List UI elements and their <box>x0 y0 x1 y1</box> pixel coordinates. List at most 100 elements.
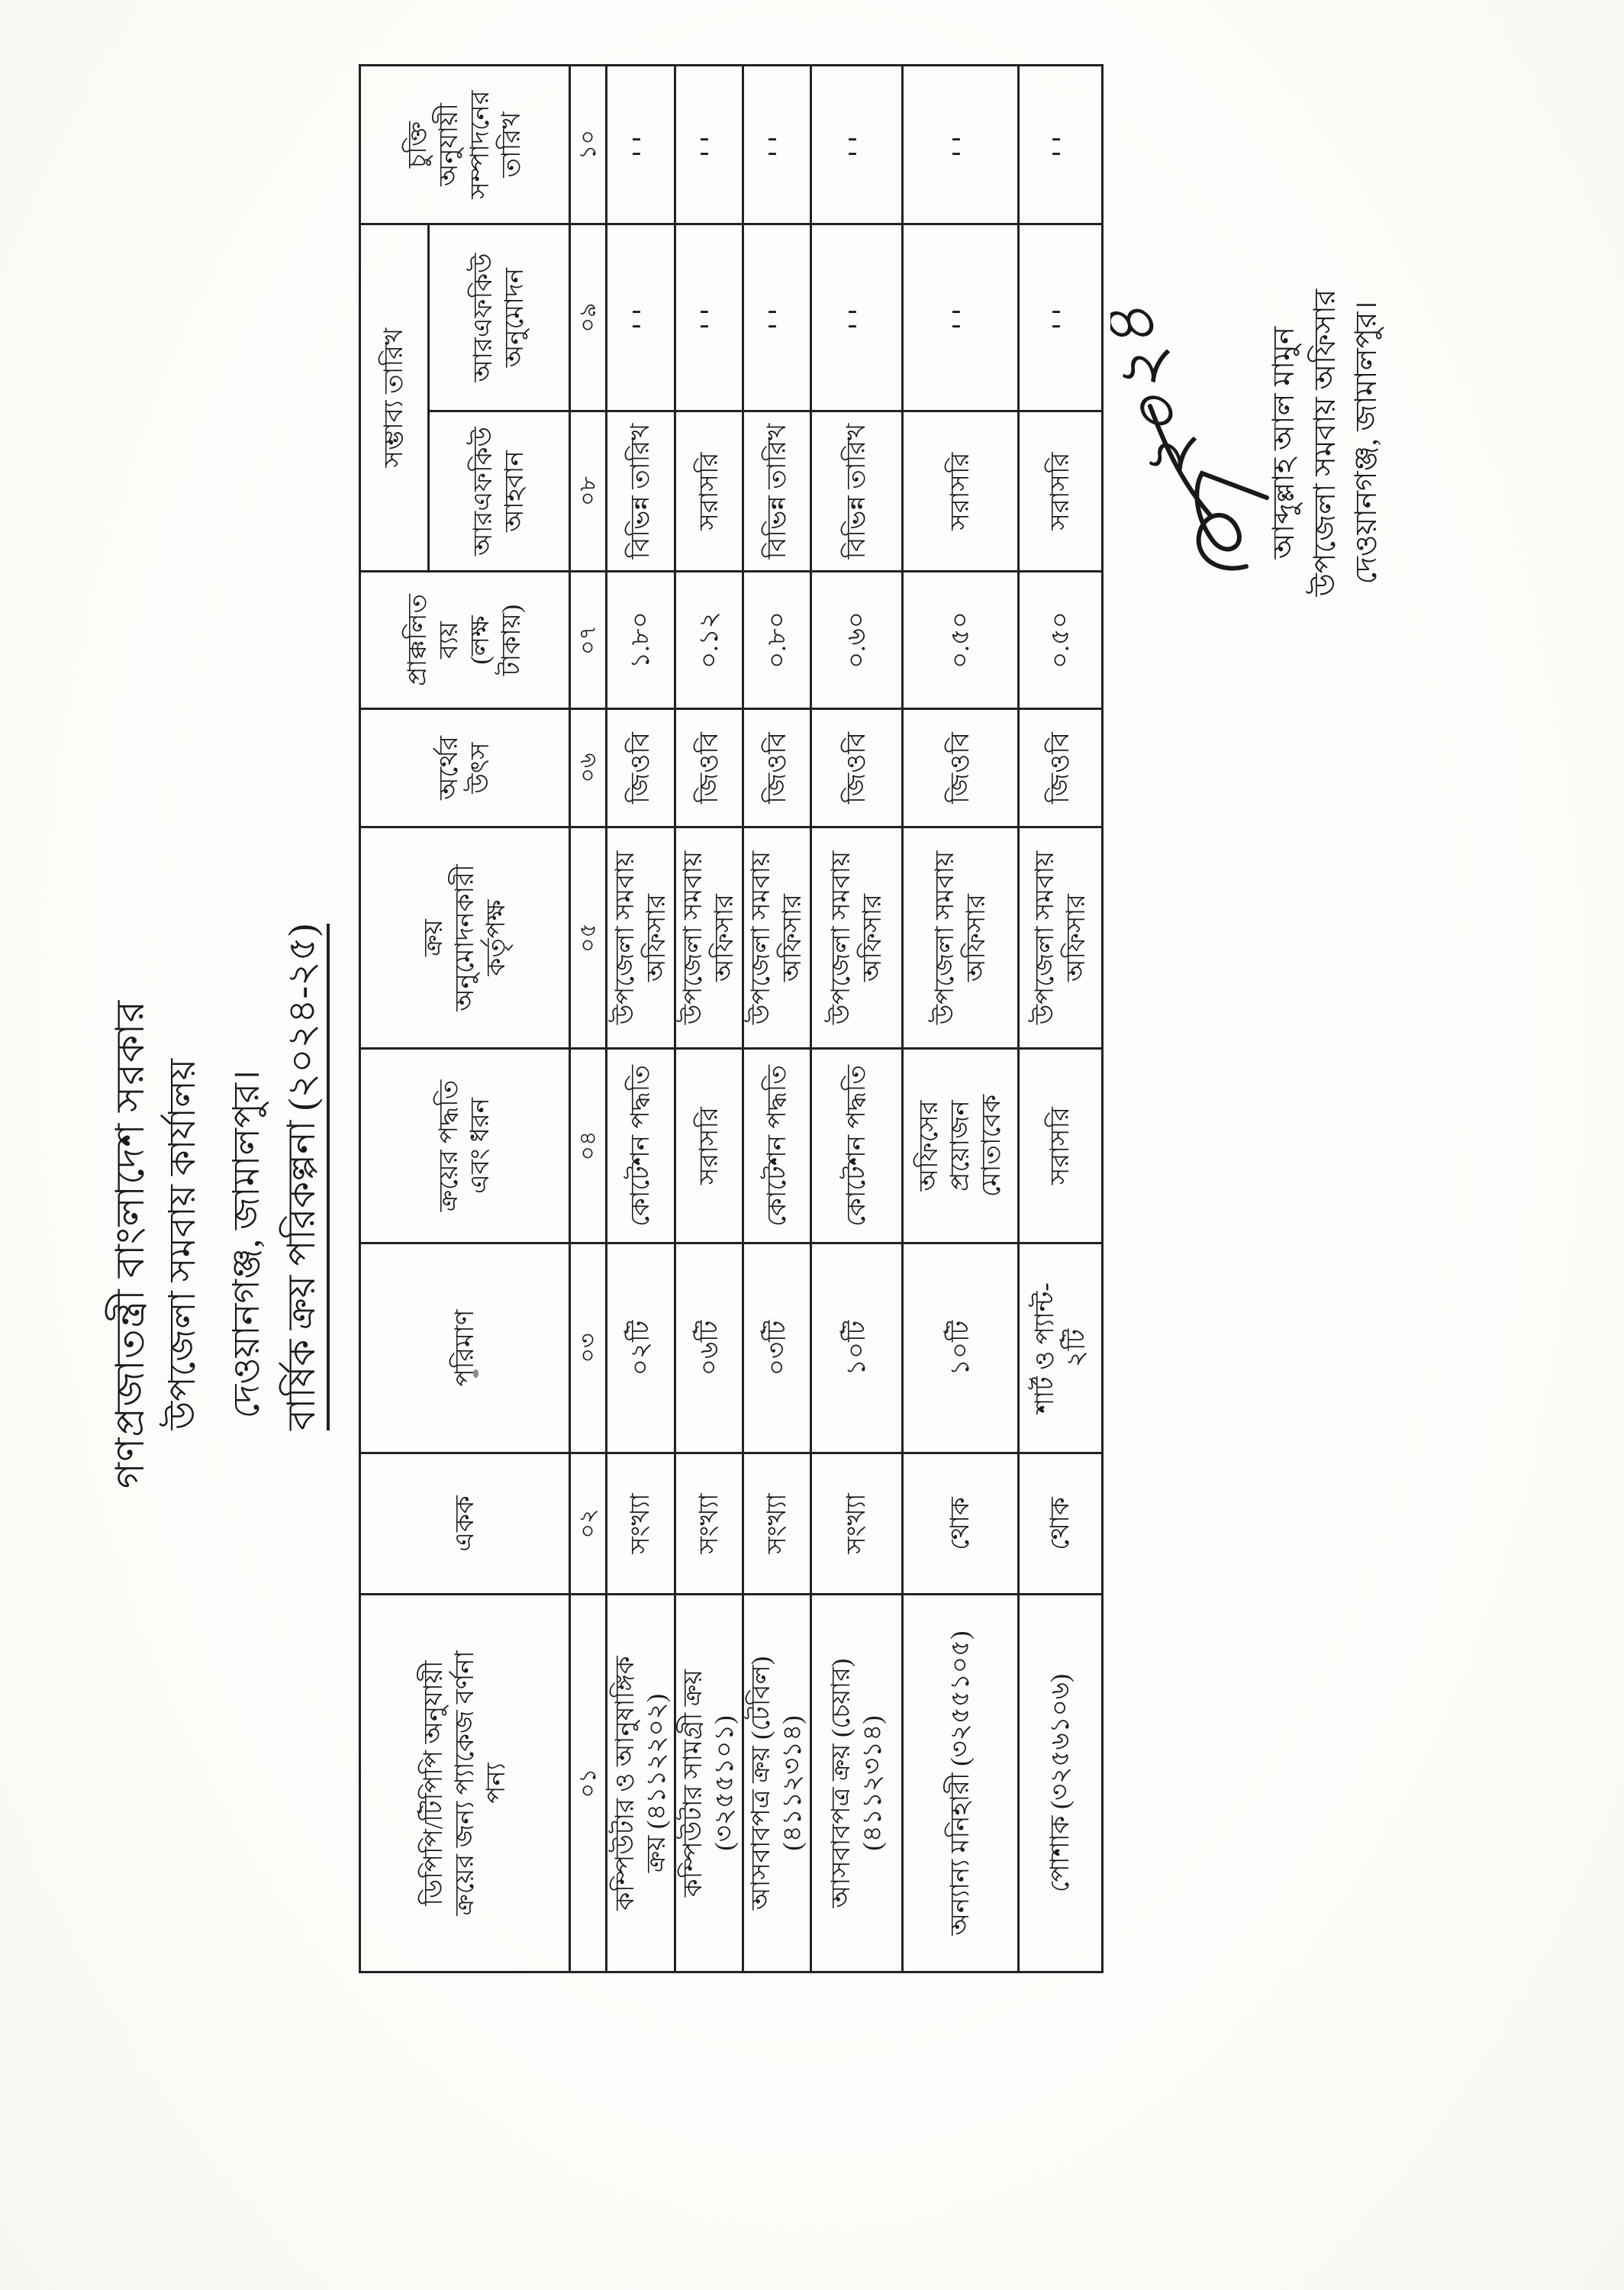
dash-mark: -- <box>631 294 641 341</box>
dash-mark: -- <box>1051 121 1061 168</box>
serial-cell: ০৫ <box>569 827 607 1049</box>
method-cell: কোটেশন পদ্ধতি <box>810 1048 903 1243</box>
contract-date-cell: -- <box>743 65 811 224</box>
dash-mark: -- <box>847 294 857 341</box>
signatory-name: আব্দুল্লাহ আল মামুন <box>1268 326 1300 560</box>
rfq-invitation-cell: বিভিন্ন তারিখ <box>810 411 903 572</box>
dash-mark: -- <box>631 121 641 168</box>
col-header-estimated-cost: প্রাক্কলিত ব্যয় (লক্ষ টাকায়) <box>359 571 570 709</box>
fund-source-cell: জিওবি <box>606 708 675 827</box>
contract-date-cell: -- <box>810 65 903 224</box>
serial-cell: ১০ <box>569 65 607 224</box>
dash-mark: -- <box>699 121 710 168</box>
cost-cell: ০.৫০ <box>1018 571 1103 709</box>
table-row: আসবাবপত্র ক্রয় (টেবিল) (৪১১২৩১৪) সংখ্যা… <box>743 65 811 1972</box>
method-cell: কোটেশন পদ্ধতি <box>743 1048 811 1243</box>
authority-cell: উপজেলা সমবায় অফিসার <box>675 827 743 1049</box>
fund-source-cell: জিওবি <box>902 708 1019 827</box>
method-cell: অফিসের প্রয়োজন মোতাবেক <box>902 1048 1019 1243</box>
method-cell: সরাসরি <box>1018 1048 1103 1243</box>
signatory-office: দেওয়ানগঞ্জ, জামালপুর। <box>1350 301 1383 585</box>
rfq-approval-cell: -- <box>810 224 903 411</box>
unit-cell: সংখ্যা <box>810 1453 903 1595</box>
rfq-invitation-cell: বিভিন্ন তারিখ <box>606 411 675 572</box>
col-header-authority: ক্রয় অনুমোদনকারী কর্তৃপক্ষ <box>359 827 570 1049</box>
col-header-unit: একক <box>359 1453 570 1595</box>
package-cell: কম্পিউটার সামগ্রী ক্রয় (৩২৫৫১০১) <box>675 1594 743 1972</box>
quantity-cell: শার্ট ও প্যান্ট- ২টি <box>1018 1243 1103 1453</box>
rfq-approval-cell: -- <box>743 224 811 411</box>
contract-date-cell: -- <box>902 65 1019 224</box>
rfq-approval-cell: -- <box>606 224 675 411</box>
quantity-cell: ১০টি <box>810 1243 903 1453</box>
page-title: বার্ষিক ক্রয় পরিকল্পনা (২০২৪-২৫) <box>279 924 330 1430</box>
authority-cell: উপজেলা সমবায় অফিসার <box>606 827 675 1049</box>
quantity-cell: ১০টি <box>902 1243 1019 1453</box>
rfq-approval-cell: -- <box>675 224 743 411</box>
cost-cell: ০.৫০ <box>902 571 1019 709</box>
serial-cell: ০৩ <box>569 1243 607 1453</box>
signature-block: ২০২৪ আব্দুল্লাহ আল মামুন উপজেলা সমবায় অ… <box>1110 237 1387 649</box>
unit-cell: সংখ্যা <box>606 1453 675 1595</box>
dash-mark: -- <box>1051 294 1061 341</box>
rfq-invitation-cell: সরাসরি <box>675 411 743 572</box>
rfq-invitation-cell: সরাসরি <box>902 411 1019 572</box>
procurement-plan-table: ডিপিপি/টিপিপি অনুযায়ী ক্রয়ের জন্য প্যা… <box>359 64 1104 1973</box>
fund-source-cell: জিওবি <box>810 708 903 827</box>
quantity-cell: ০৬টি <box>675 1243 743 1453</box>
contract-date-cell: -- <box>675 65 743 224</box>
package-cell: কম্পিউটার ও আনুষাঙ্গিক ক্রয় (৪১১২২০২) <box>606 1594 675 1972</box>
ink-speck <box>473 1369 478 1378</box>
table-row: অন্যান্য মনিহারী (৩২৫৫১০৫) থোক ১০টি অফিস… <box>902 65 1019 1972</box>
col-header-rfq-approval: আরএফকিউ অনুমোদন <box>428 224 570 411</box>
contract-date-cell: -- <box>1018 65 1103 224</box>
fund-source-cell: জিওবি <box>743 708 811 827</box>
col-header-quantity: পরিমাণ <box>359 1243 570 1453</box>
table-row: পোশাক (৩২৫৬১০৬) থোক শার্ট ও প্যান্ট- ২টি… <box>1018 65 1103 1972</box>
dash-mark: -- <box>767 121 778 168</box>
serial-cell: ০৭ <box>569 571 607 709</box>
col-header-fund-source: অর্থের উৎস <box>359 708 570 827</box>
serial-cell: ০৯ <box>569 224 607 411</box>
authority-cell: উপজেলা সমবায় অফিসার <box>743 827 811 1049</box>
col-header-method: ক্রয়ের পদ্ধতি এবং ধরন <box>359 1048 570 1243</box>
serial-cell: ০৮ <box>569 411 607 572</box>
cost-cell: ০.৬০ <box>810 571 903 709</box>
table-row: কম্পিউটার সামগ্রী ক্রয় (৩২৫৫১০১) সংখ্যা… <box>675 65 743 1972</box>
handwritten-date: ২০২৪ <box>1110 298 1215 493</box>
method-cell: সরাসরি <box>675 1048 743 1243</box>
rfq-invitation-cell: সরাসরি <box>1018 411 1103 572</box>
package-cell: আসবাবপত্র ক্রয় (চেয়ার) (৪১১২৩১৪) <box>810 1594 903 1972</box>
authority-cell: উপজেলা সমবায় অফিসার <box>810 827 903 1049</box>
rfq-invitation-cell: বিভিন্ন তারিখ <box>743 411 811 572</box>
col-header-probable-dates-group: সম্ভাব্য তারিখ <box>359 224 429 572</box>
unit-cell: সংখ্যা <box>675 1453 743 1595</box>
cost-cell: ০.১২ <box>675 571 743 709</box>
dash-mark: -- <box>951 121 961 168</box>
contract-date-cell: -- <box>606 65 675 224</box>
method-cell: কোটেশন পদ্ধতি <box>606 1048 675 1243</box>
unit-cell: সংখ্যা <box>743 1453 811 1595</box>
package-cell: পোশাক (৩২৫৬১০৬) <box>1018 1594 1103 1972</box>
rfq-approval-cell: -- <box>902 224 1019 411</box>
office-title: উপজেলা সমবায় কার্যালয় <box>163 1058 203 1430</box>
quantity-cell: ০৩টি <box>743 1243 811 1453</box>
unit-cell: থোক <box>1018 1453 1103 1595</box>
office-location: দেওয়ানগঞ্জ, জামালপুর। <box>227 1069 267 1419</box>
col-header-rfq-invitation: আরএফকিউ আহবান <box>428 411 570 572</box>
table-row: আসবাবপত্র ক্রয় (চেয়ার) (৪১১২৩১৪) সংখ্য… <box>810 65 903 1972</box>
authority-cell: উপজেলা সমবায় অফিসার <box>1018 827 1103 1049</box>
serial-cell: ০১ <box>569 1594 607 1972</box>
serial-cell: ০৪ <box>569 1048 607 1243</box>
cost-cell: ১.৮০ <box>606 571 675 709</box>
table-row: কম্পিউটার ও আনুষাঙ্গিক ক্রয় (৪১১২২০২) স… <box>606 65 675 1972</box>
dash-mark: -- <box>699 294 710 341</box>
government-title: গণপ্রজাতন্ত্রী বাংলাদেশ সরকার <box>109 999 153 1489</box>
serial-cell: ০২ <box>569 1453 607 1595</box>
fund-source-cell: জিওবি <box>675 708 743 827</box>
unit-cell: থোক <box>902 1453 1019 1595</box>
dash-mark: -- <box>767 294 778 341</box>
col-header-package: ডিপিপি/টিপিপি অনুযায়ী ক্রয়ের জন্য প্যা… <box>359 1594 570 1972</box>
